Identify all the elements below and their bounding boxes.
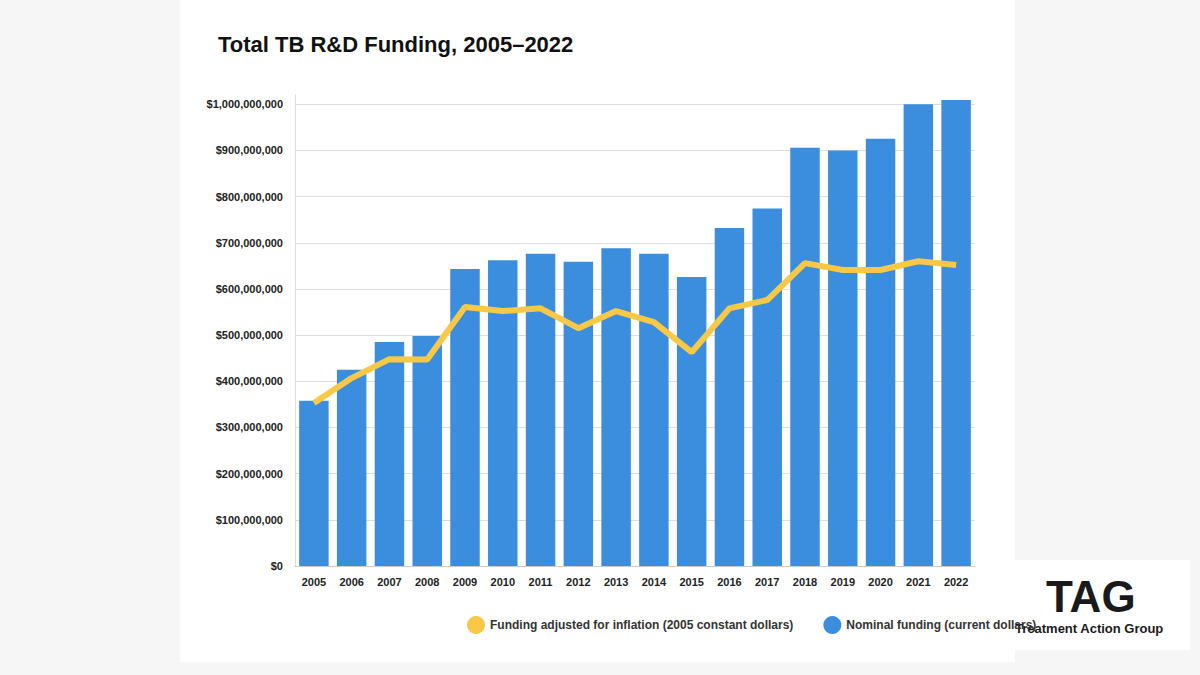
svg-text:$700,000,000: $700,000,000 bbox=[216, 237, 283, 249]
svg-text:2016: 2016 bbox=[717, 576, 741, 588]
svg-text:$0: $0 bbox=[271, 560, 283, 572]
svg-text:$600,000,000: $600,000,000 bbox=[216, 283, 283, 295]
svg-text:2012: 2012 bbox=[566, 576, 590, 588]
svg-text:$200,000,000: $200,000,000 bbox=[216, 468, 283, 480]
svg-text:Funding adjusted for inflation: Funding adjusted for inflation (2005 con… bbox=[490, 618, 793, 632]
svg-text:2007: 2007 bbox=[377, 576, 401, 588]
svg-text:Total TB R&D Funding, 2005–202: Total TB R&D Funding, 2005–2022 bbox=[218, 32, 573, 57]
svg-text:2006: 2006 bbox=[339, 576, 363, 588]
svg-text:2022: 2022 bbox=[944, 576, 968, 588]
svg-text:Nominal funding (current dolla: Nominal funding (current dollars) bbox=[846, 618, 1036, 632]
svg-text:2020: 2020 bbox=[868, 576, 892, 588]
svg-text:2008: 2008 bbox=[415, 576, 439, 588]
svg-text:2018: 2018 bbox=[793, 576, 817, 588]
svg-text:$300,000,000: $300,000,000 bbox=[216, 421, 283, 433]
svg-text:$400,000,000: $400,000,000 bbox=[216, 375, 283, 387]
svg-text:2009: 2009 bbox=[453, 576, 477, 588]
svg-text:2017: 2017 bbox=[755, 576, 779, 588]
svg-text:2011: 2011 bbox=[529, 576, 553, 588]
svg-text:$500,000,000: $500,000,000 bbox=[216, 329, 283, 341]
svg-text:2013: 2013 bbox=[604, 576, 628, 588]
svg-text:$1,000,000,000: $1,000,000,000 bbox=[207, 98, 283, 110]
svg-text:$100,000,000: $100,000,000 bbox=[216, 514, 283, 526]
svg-text:$900,000,000: $900,000,000 bbox=[216, 144, 283, 156]
svg-text:Treatment Action Group: Treatment Action Group bbox=[1015, 621, 1163, 636]
svg-text:2021: 2021 bbox=[906, 576, 930, 588]
svg-text:2014: 2014 bbox=[642, 576, 667, 588]
svg-text:TAG: TAG bbox=[1046, 572, 1136, 621]
svg-text:$800,000,000: $800,000,000 bbox=[216, 191, 283, 203]
svg-text:2005: 2005 bbox=[302, 576, 326, 588]
svg-text:2010: 2010 bbox=[491, 576, 515, 588]
svg-text:2019: 2019 bbox=[831, 576, 855, 588]
svg-text:2015: 2015 bbox=[679, 576, 703, 588]
